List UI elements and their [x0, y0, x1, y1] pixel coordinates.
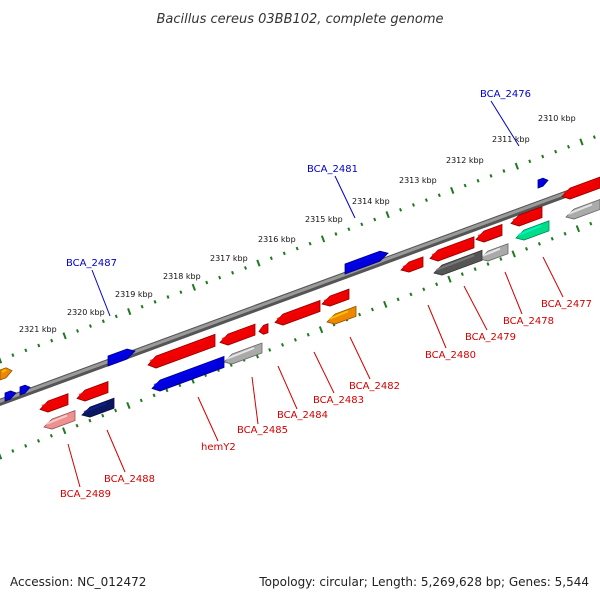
- gene-glyph: [151, 355, 225, 392]
- tick-labels: 2310 kbp 2311 kbp 2312 kbp 2313 kbp 2314 kbp…: [19, 114, 576, 334]
- gene-label: BCA_2485: [237, 425, 288, 436]
- genome-summary-text: Topology: circular; Length: 5,269,628 bp…: [258, 575, 589, 589]
- gene-label: BCA_2477: [541, 299, 592, 310]
- gene-features: [0, 176, 600, 430]
- gene-label: BCA_2476: [480, 89, 531, 100]
- gene-glyph: [19, 384, 31, 396]
- tick-label: 2315 kbp: [305, 215, 343, 224]
- genome-backbone: [0, 177, 600, 407]
- gene-glyph: [321, 288, 350, 307]
- gene-glyph: [400, 256, 424, 273]
- tick-label: 2320 kbp: [67, 308, 105, 317]
- gene-glyph: [326, 305, 357, 325]
- gene-glyph: [76, 381, 109, 402]
- gene-label: BCA_2478: [503, 316, 554, 327]
- tick-label: 2312 kbp: [446, 156, 484, 165]
- tick-label: 2318 kbp: [163, 272, 201, 281]
- gene-glyph: [515, 220, 550, 241]
- gene-glyph: [565, 199, 600, 220]
- gene-labels: BCA_2476 BCA_2481 BCA_2487 BCA_2477 BCA_2478…: [60, 89, 592, 500]
- tick-label: 2317 kbp: [210, 254, 248, 263]
- gene-label: BCA_2479: [465, 332, 516, 343]
- gene-label: BCA_2489: [60, 489, 111, 500]
- outer-position-ruler: [0, 135, 596, 364]
- gene-glyph: [429, 236, 475, 262]
- gene-glyph: [537, 177, 549, 189]
- gene-glyph: [4, 390, 17, 402]
- gene-glyph: [223, 342, 263, 365]
- gene-label: BCA_2481: [307, 164, 358, 175]
- gene-glyph: [510, 206, 543, 227]
- gene-label: BCA_2488: [104, 474, 155, 485]
- gene-glyph: [258, 323, 269, 335]
- gene-glyph: [39, 393, 69, 413]
- tick-label: 2313 kbp: [399, 176, 437, 185]
- tick-label: 2321 kbp: [19, 325, 57, 334]
- gene-label: BCA_2480: [425, 350, 476, 361]
- gene-glyph: [433, 249, 483, 276]
- accession-text: Accession: NC_012472: [10, 575, 146, 589]
- gene-glyph: [344, 250, 389, 275]
- gene-glyph: [81, 397, 115, 418]
- tick-label: 2319 kbp: [115, 290, 153, 299]
- gene-label: BCA_2484: [277, 410, 328, 421]
- gene-glyph: [561, 176, 600, 200]
- gene-glyph: [43, 410, 76, 430]
- tick-label: 2310 kbp: [538, 114, 576, 123]
- tick-label: 2316 kbp: [258, 235, 296, 244]
- gene-glyph: [0, 367, 13, 381]
- gene-glyph: [479, 243, 509, 262]
- gene-label: BCA_2487: [66, 258, 117, 269]
- gene-glyph: [107, 348, 136, 367]
- gene-glyph: [147, 333, 216, 369]
- gene-glyph: [219, 323, 256, 346]
- tick-label: 2314 kbp: [352, 197, 390, 206]
- gene-glyph: [475, 223, 503, 243]
- map-title: Bacillus cereus 03BB102, complete genome: [156, 12, 443, 27]
- tick-label: 2311 kbp: [492, 135, 530, 144]
- gene-label: BCA_2483: [313, 395, 364, 406]
- gene-label: hemY2: [201, 442, 236, 453]
- gene-glyph: [274, 299, 321, 326]
- gene-label: BCA_2482: [349, 381, 400, 392]
- label-leaders: [67, 100, 564, 488]
- inner-position-ruler: [0, 221, 593, 460]
